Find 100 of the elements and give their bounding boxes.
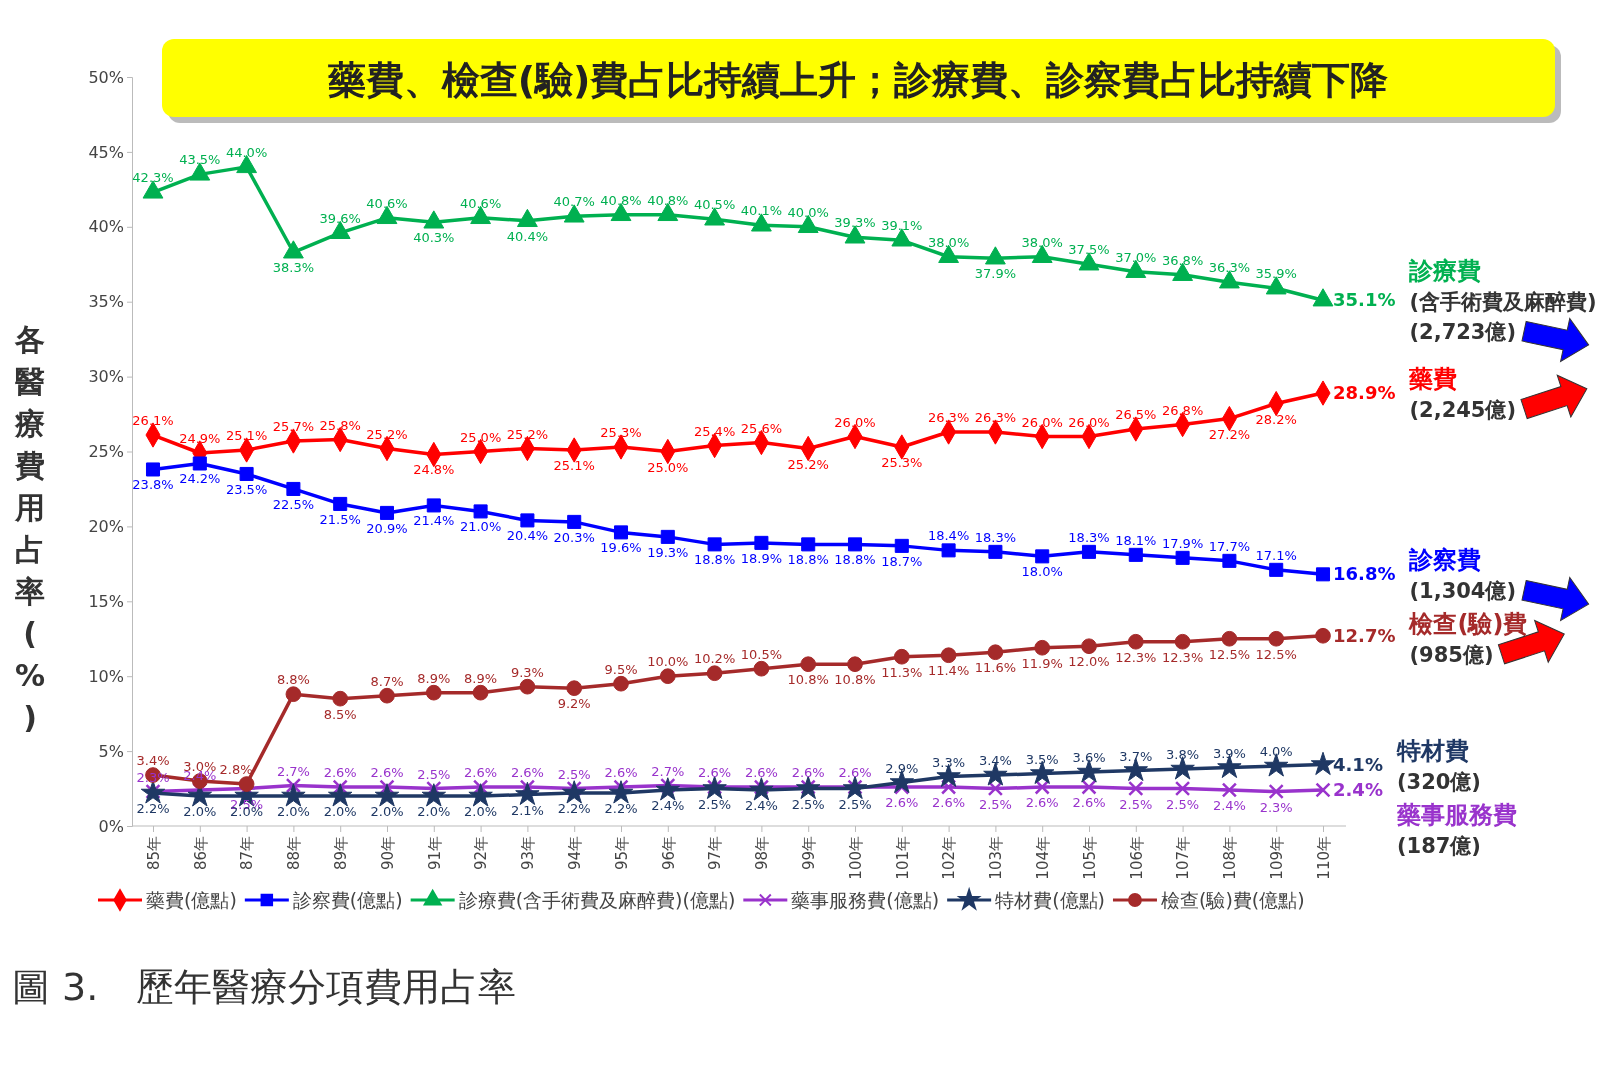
data-label: 2.6% [698,765,732,781]
data-label: 27.2% [1208,426,1251,442]
data-label: 2.6% [510,765,544,781]
legend-label: 特材費(億點) [995,889,1105,911]
data-label: 2.6% [791,765,825,781]
data-label: 2.4% [651,798,685,814]
data-label: 40.6% [459,195,502,211]
data-label: 9.5% [604,661,638,677]
data-label: 10.2% [693,651,736,667]
data-label: 25.4% [693,423,736,439]
data-label: 2.6% [885,795,919,811]
x-tick-label: 87年 [238,836,257,871]
data-label: 2.8% [219,762,253,778]
data-label: 25.3% [600,425,642,441]
data-label: 18.8% [693,552,736,568]
data-label: 2.1% [510,802,544,818]
data-label: 2.5% [791,796,825,812]
data-label: 24.2% [179,471,221,487]
x-tick-label: 89年 [331,836,350,871]
y-tick-label: 50% [88,67,124,87]
data-label: 2.6% [370,765,404,781]
data-label: 26.3% [927,410,970,426]
data-label: 18.7% [881,553,923,569]
x-tick-label: 98年 [753,836,772,871]
data-label: 2.2% [557,801,591,817]
x-tick-label: 102年 [940,836,959,880]
data-label: 3.3% [932,754,966,770]
text: 檢查(驗)費 (985億) [1408,610,1528,668]
data-label: 9.2% [557,696,591,712]
data-label: 43.5% [179,152,221,168]
data-label: 40.8% [647,192,689,208]
x-tick-label: 100年 [846,836,865,880]
text: 藥事服務費 (187億) [1395,800,1517,858]
data-label: 2.4% [1333,779,1383,801]
x-tick-label: 108年 [1221,836,1240,880]
data-label: 18.3% [1068,529,1110,545]
text: 診療費 (含手術費及麻醉費) (2,723億) [1408,257,1597,345]
data-label: 2.6% [323,765,357,781]
data-label: 12.5% [1208,646,1251,662]
data-label: 26.5% [1115,407,1157,423]
data-label: 40.1% [740,203,783,219]
data-label: 18.9% [740,550,783,566]
y-tick-label: 35% [88,292,124,312]
data-label: 40.3% [413,230,455,246]
data-label: 25.1% [225,428,268,443]
data-label: 2.6% [1072,795,1106,811]
data-label: 36.3% [1208,260,1251,276]
text: 診察費 (1,304億) [1408,546,1517,604]
data-label: 10.8% [834,672,876,688]
data-label: 2.5% [417,766,451,782]
y-tick-label: 25% [88,442,124,462]
x-tick-label: 88年 [285,836,304,871]
data-label: 20.3% [553,529,595,545]
data-label: 25.2% [787,456,829,472]
data-label: 3.4% [136,753,170,769]
y-tick-label: 5% [98,741,124,761]
x-tick-label: 95年 [612,836,631,871]
data-label: 11.9% [1021,655,1063,671]
data-label: 39.1% [881,218,923,234]
x-tick-label: 94年 [565,836,584,871]
data-label: 20.4% [506,528,549,544]
x-tick-label: 92年 [472,836,491,871]
x-tick-label: 109年 [1267,836,1286,880]
legend-label: 診療費(含手術費及麻醉費)(億點) [458,889,736,911]
data-label: 28.2% [1255,411,1297,427]
data-label: 25.2% [366,426,408,442]
x-tick-label: 110年 [1314,836,1333,880]
data-label: 26.8% [1161,402,1204,418]
data-label: 2.6% [464,765,498,781]
x-tick-label: 104年 [1033,836,1052,880]
data-label: 2.0% [183,804,217,820]
data-label: 2.4% [1212,798,1246,814]
data-label: 28.9% [1333,382,1396,404]
data-label: 40.8% [600,192,642,208]
data-label: 44.0% [225,144,268,160]
data-label: 38.0% [927,234,970,250]
legend-label: 藥事服務費(億點) [791,889,940,911]
legend-label: 檢查(驗)費(億點) [1160,889,1305,911]
legend-label: 診察費(億點) [292,889,403,911]
data-label: 24.8% [413,462,455,478]
data-label: 3.6% [1072,750,1106,766]
data-label: 2.5% [557,766,591,782]
data-label: 18.1% [1115,532,1157,548]
data-label: 4.1% [1333,753,1383,775]
data-label: 17.7% [1208,538,1251,554]
y-tick-label: 45% [88,142,124,162]
data-label: 8.5% [323,706,357,722]
data-label: 37.9% [974,266,1017,282]
data-label: 3.7% [1119,748,1153,764]
x-tick-label: 85年 [144,836,163,871]
y-tick-label: 10% [88,666,124,686]
data-label: 25.0% [647,459,689,475]
data-label: 26.1% [132,413,174,429]
data-label: 18.3% [974,529,1017,545]
text: 各醫療費用占率(%) [14,322,46,735]
x-tick-label: 86年 [191,836,210,871]
data-label: 40.7% [553,194,595,210]
data-label: 18.8% [787,552,829,568]
data-label: 2.6% [1025,795,1059,811]
x-tick-label: 96年 [659,836,678,871]
